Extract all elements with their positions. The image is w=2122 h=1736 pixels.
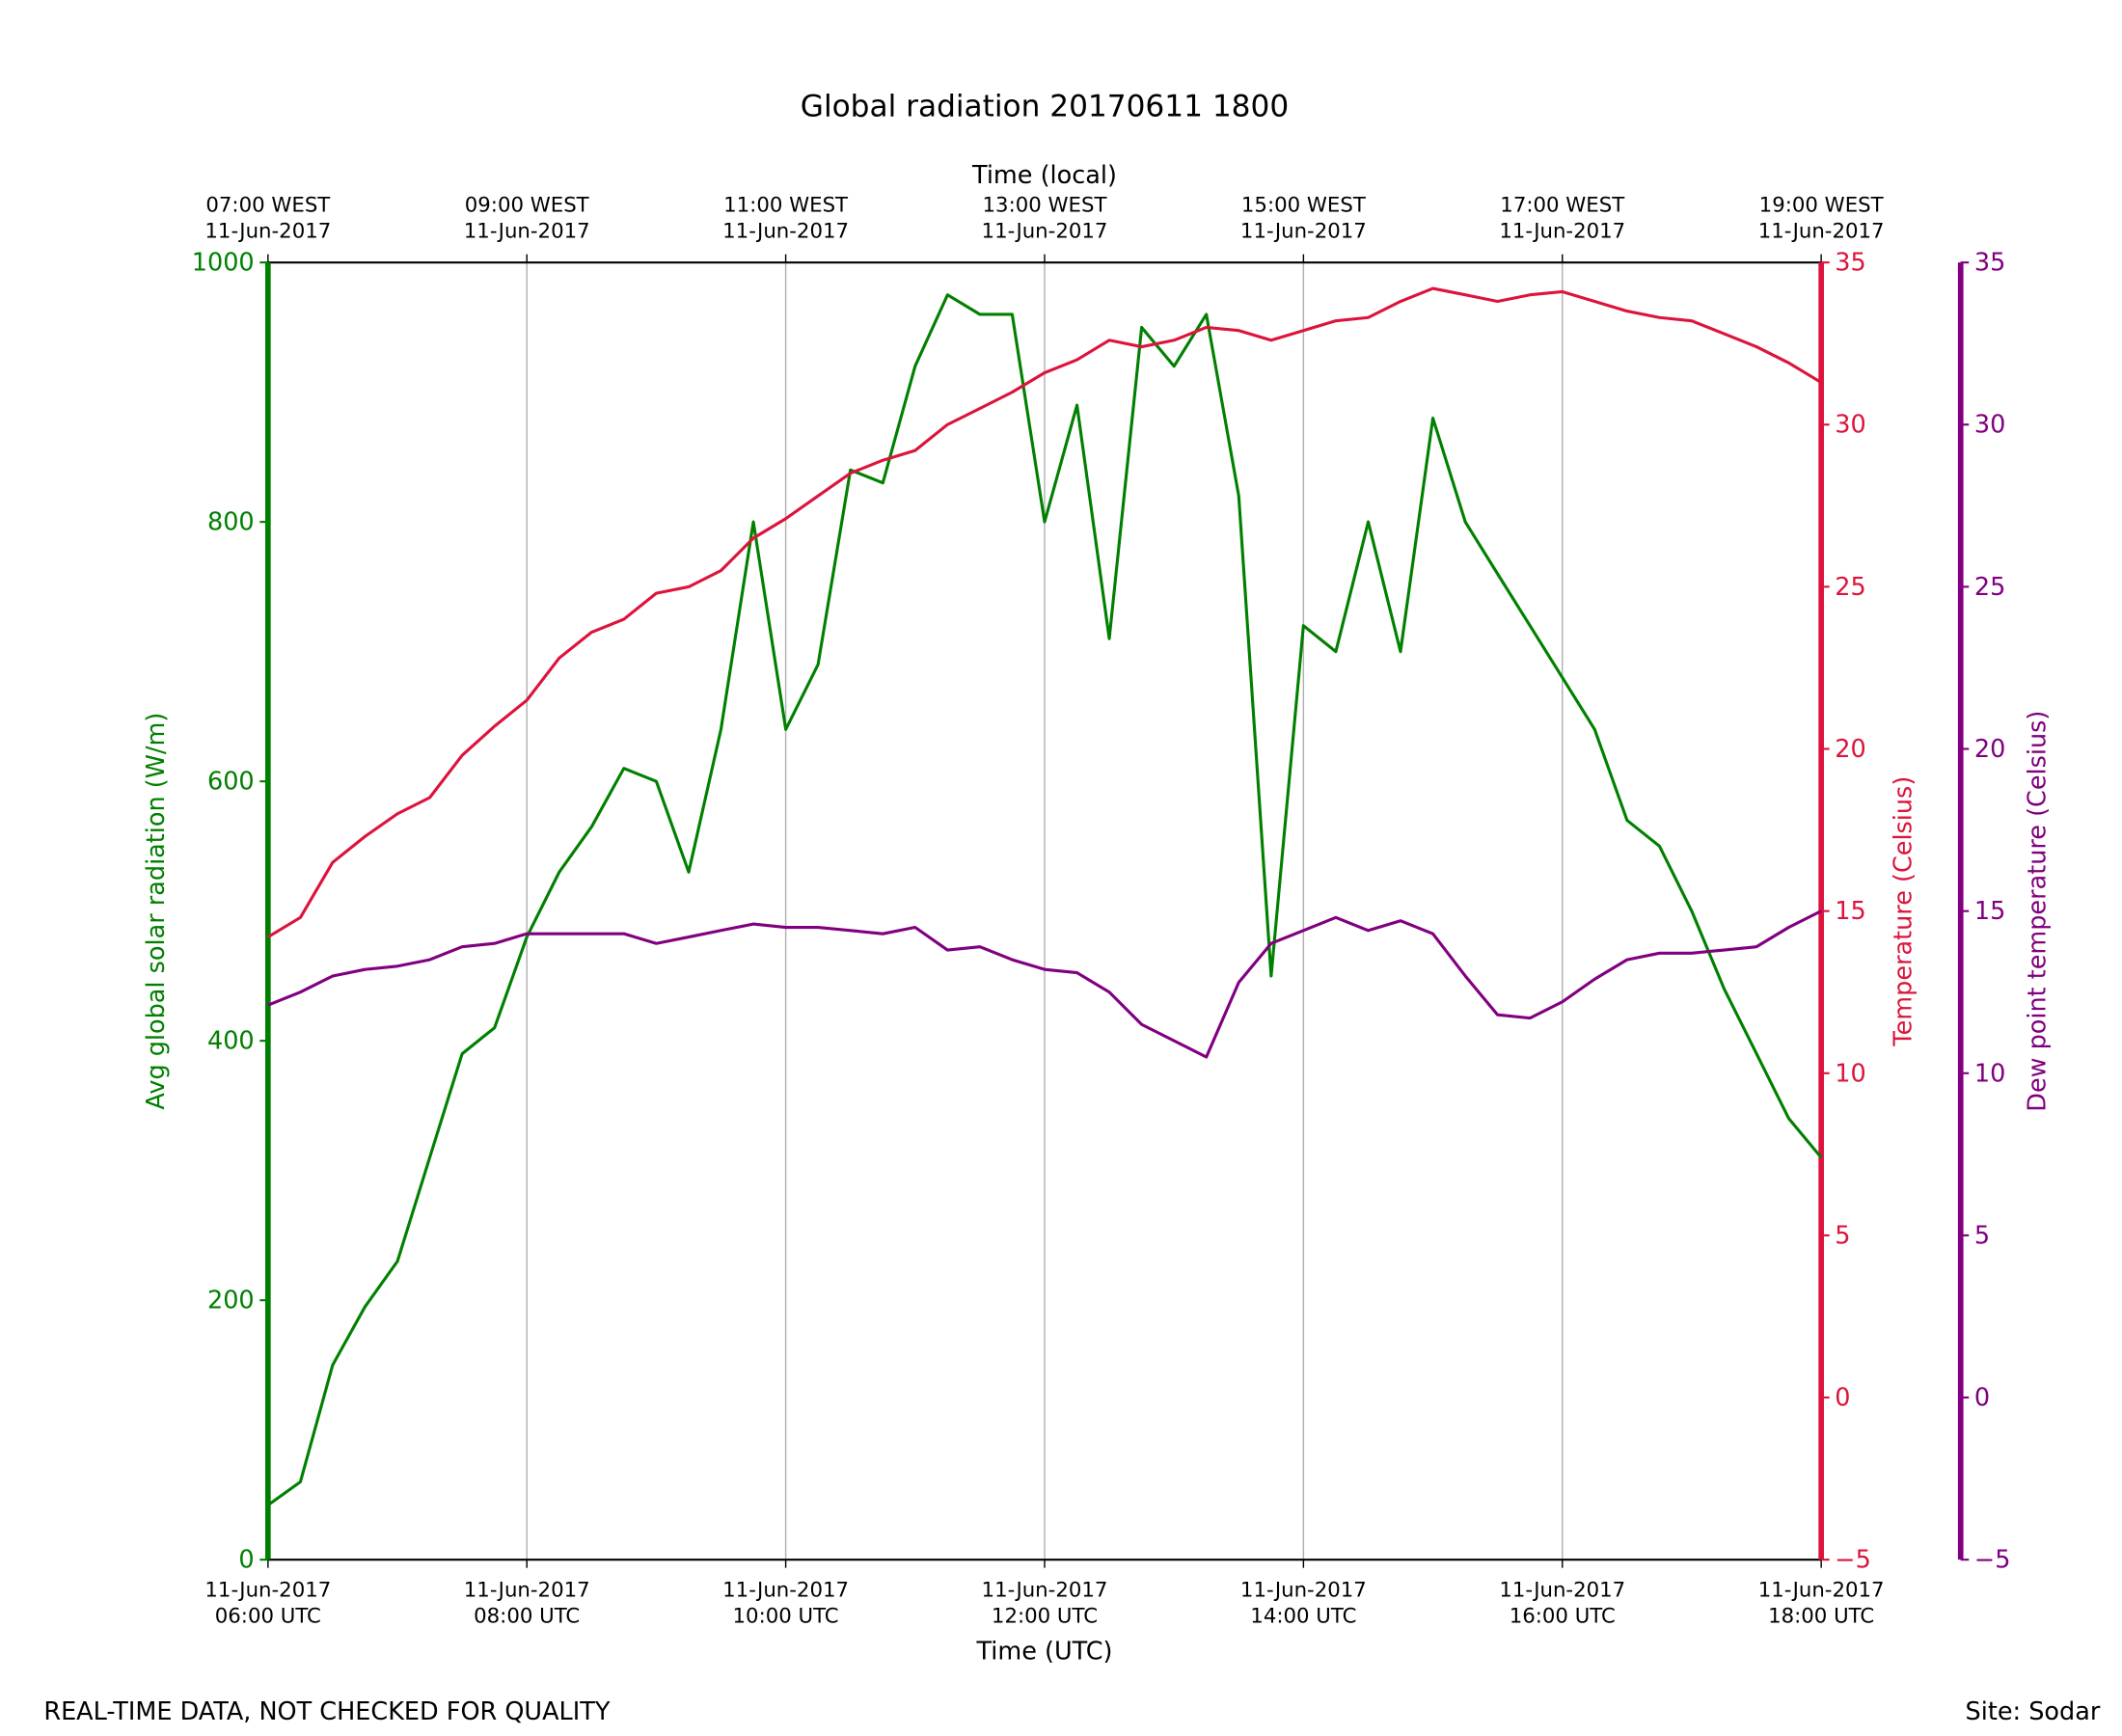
x-tick-label: 11-Jun-2017 06:00 UTC [204, 1578, 331, 1628]
series-line [266, 293, 1823, 1506]
x-tick-label: 11-Jun-2017 10:00 UTC [722, 1578, 849, 1628]
x-tick-label: 11-Jun-2017 12:00 UTC [982, 1578, 1108, 1628]
x2-axis-label: Time (local) [971, 161, 1117, 190]
x-tick-label: 11-Jun-2017 18:00 UTC [1758, 1578, 1885, 1628]
x2-tick-label: 17:00 WEST 11-Jun-2017 [1499, 194, 1625, 244]
y-tick-label: 600 [207, 768, 255, 797]
series-line [267, 909, 1822, 1059]
x-tick-label: 11-Jun-2017 14:00 UTC [1240, 1578, 1367, 1628]
y3-tick-label: −5 [1974, 1546, 2011, 1575]
y-tick-label: 400 [207, 1027, 255, 1056]
y2-tick-label: 15 [1835, 897, 1865, 926]
x-tick-label: 11-Jun-2017 16:00 UTC [1499, 1578, 1625, 1628]
y3-tick-label: 5 [1974, 1221, 1990, 1250]
x2-tick-label: 11:00 WEST 11-Jun-2017 [722, 194, 849, 244]
footer-site: Site: Sodar [1966, 1697, 2101, 1726]
y3-tick-label: 0 [1974, 1384, 1990, 1413]
x2-tick-label: 09:00 WEST 11-Jun-2017 [464, 194, 590, 244]
y3-tick-label: 25 [1974, 573, 2005, 602]
y3-tick-label: 10 [1974, 1059, 2005, 1088]
y-tick-label: 200 [207, 1287, 255, 1316]
chart-title: Global radiation 20170611 1800 [801, 89, 1289, 123]
y2-tick-label: 10 [1835, 1059, 1865, 1088]
x2-tick-label: 15:00 WEST 11-Jun-2017 [1240, 194, 1367, 244]
y2-tick-label: 5 [1835, 1221, 1850, 1250]
y3-tick-label: 15 [1974, 897, 2005, 926]
x2-tick-label: 07:00 WEST 11-Jun-2017 [204, 194, 331, 244]
y2-axis-label: Temperature (Celsius) [1890, 776, 1918, 1047]
y3-axis-label: Dew point temperature (Celsius) [2024, 711, 2053, 1112]
x-tick-label: 11-Jun-2017 08:00 UTC [464, 1578, 590, 1628]
y2-tick-label: 25 [1835, 573, 1865, 602]
y-tick-label: 1000 [192, 249, 255, 278]
footer-note: REAL-TIME DATA, NOT CHECKED FOR QUALITY [43, 1697, 610, 1726]
y-axis-label: Avg global solar radiation (W/m) [142, 713, 171, 1110]
x2-tick-label: 13:00 WEST 11-Jun-2017 [982, 194, 1108, 244]
y-tick-label: 0 [238, 1546, 254, 1575]
y3-tick-label: 35 [1974, 249, 2005, 278]
y3-tick-label: 30 [1974, 411, 2005, 440]
y2-tick-label: 20 [1835, 735, 1865, 764]
x2-tick-label: 19:00 WEST 11-Jun-2017 [1758, 194, 1885, 244]
y-tick-label: 800 [207, 508, 255, 537]
y3-tick-label: 20 [1974, 735, 2005, 764]
series-line [267, 286, 1822, 938]
y2-tick-label: 0 [1835, 1384, 1850, 1413]
y2-tick-label: 35 [1835, 249, 1865, 278]
y2-tick-label: 30 [1835, 411, 1865, 440]
x-axis-label: Time (UTC) [976, 1638, 1113, 1667]
y2-tick-label: −5 [1835, 1546, 1871, 1575]
